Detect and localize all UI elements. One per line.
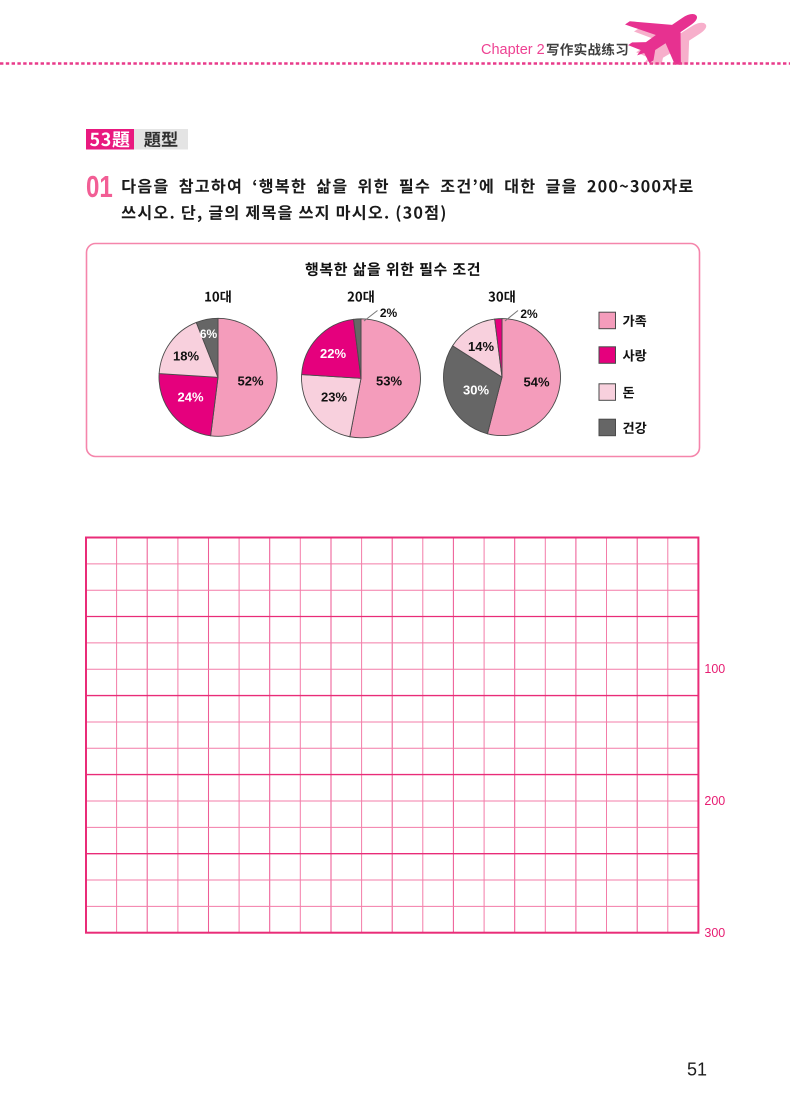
svg-text:200: 200: [704, 794, 725, 808]
svg-text:100: 100: [704, 662, 725, 676]
svg-text:14%: 14%: [468, 339, 494, 354]
svg-text:51: 51: [687, 1060, 707, 1080]
svg-text:01: 01: [86, 169, 113, 203]
svg-text:30%: 30%: [463, 383, 489, 398]
svg-text:2%: 2%: [380, 306, 398, 320]
svg-text:2%: 2%: [520, 307, 538, 321]
svg-text:53%: 53%: [376, 374, 402, 389]
svg-text:300: 300: [704, 926, 725, 940]
svg-text:Chapter 2: Chapter 2: [481, 42, 545, 58]
svg-text:54%: 54%: [523, 375, 549, 390]
svg-text:52%: 52%: [237, 374, 263, 389]
svg-text:23%: 23%: [321, 390, 347, 405]
svg-text:22%: 22%: [320, 346, 346, 361]
svg-text:6%: 6%: [200, 327, 218, 341]
svg-text:18%: 18%: [173, 349, 199, 364]
svg-text:24%: 24%: [177, 390, 203, 405]
